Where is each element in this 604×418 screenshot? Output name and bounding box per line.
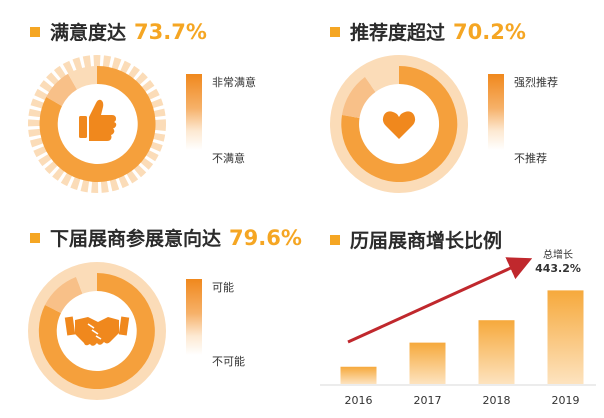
- intention-title-text: 下届展商参展意向达: [50, 228, 222, 250]
- satisfaction-title-text: 满意度达: [50, 22, 127, 44]
- donut-segment-mid: [45, 277, 83, 313]
- bar-2017: [409, 342, 446, 384]
- satisfaction-title: 满意度达 73.7%: [30, 18, 207, 45]
- intention-legend-bottom: 不可能: [212, 355, 245, 368]
- bar-2016: [340, 366, 377, 384]
- x-tick-label-2016: 2016: [345, 394, 373, 407]
- bullet-square-icon: [30, 232, 40, 243]
- growth-title: 历届展商增长比例: [330, 226, 502, 253]
- heart-icon: [382, 111, 416, 139]
- x-tick-label-2018: 2018: [483, 394, 511, 407]
- handshake-icon: [64, 316, 130, 346]
- satisfaction-donut-chart: [28, 55, 166, 193]
- thumbs-up-icon: [79, 99, 117, 141]
- intention-value: 79.6%: [229, 225, 302, 250]
- donut-segment-mid: [342, 77, 376, 118]
- recommendation-legend-bottom: 不推荐: [514, 152, 547, 165]
- bar-2018: [478, 320, 515, 384]
- growth-trend-arrow: [347, 257, 533, 344]
- growth-annotation-label: 总增长: [543, 248, 573, 261]
- intention-title: 下届展商参展意向达 79.6%: [30, 224, 302, 251]
- recommendation-title-text: 推荐度超过: [350, 22, 446, 44]
- recommendation-legend-top: 强烈推荐: [514, 76, 558, 89]
- recommendation-donut-segments: [341, 65, 458, 182]
- donut-segment-main: [39, 65, 156, 182]
- recommendation-value: 70.2%: [453, 19, 526, 44]
- satisfaction-legend-bottom: 不满意: [212, 152, 245, 165]
- bullet-square-icon: [330, 234, 340, 245]
- donut-segment-light: [76, 273, 97, 294]
- intention-legend-gradient: [186, 279, 202, 355]
- growth-bar-chart: 总增长 443.2% 2016 2017 2018 2019: [320, 248, 596, 407]
- bullet-square-icon: [330, 26, 340, 37]
- x-tick-label-2017: 2017: [414, 394, 442, 407]
- satisfaction-legend-gradient: [186, 74, 202, 150]
- satisfaction-donut-segments: [39, 65, 156, 182]
- donut-segment-main: [38, 273, 155, 389]
- growth-annotation-value: 443.2%: [535, 262, 581, 275]
- donut-segment-main: [341, 65, 458, 182]
- donut-segment-mid: [46, 73, 77, 106]
- intention-donut-chart: [28, 262, 166, 400]
- donut-segment-light: [68, 66, 97, 90]
- satisfaction-legend-top: 非常满意: [212, 76, 256, 89]
- recommendation-legend-gradient: [488, 74, 504, 150]
- bar-2019: [547, 290, 584, 384]
- recommendation-title: 推荐度超过 70.2%: [330, 18, 526, 45]
- intention-donut-segments: [38, 273, 155, 389]
- growth-title-text: 历届展商增长比例: [350, 230, 503, 252]
- bullet-square-icon: [30, 26, 40, 37]
- recommendation-donut-chart: [330, 55, 468, 193]
- satisfaction-value: 73.7%: [134, 19, 207, 44]
- x-tick-label-2019: 2019: [552, 394, 580, 407]
- donut-segment-light: [365, 66, 399, 92]
- intention-legend-top: 可能: [212, 281, 234, 294]
